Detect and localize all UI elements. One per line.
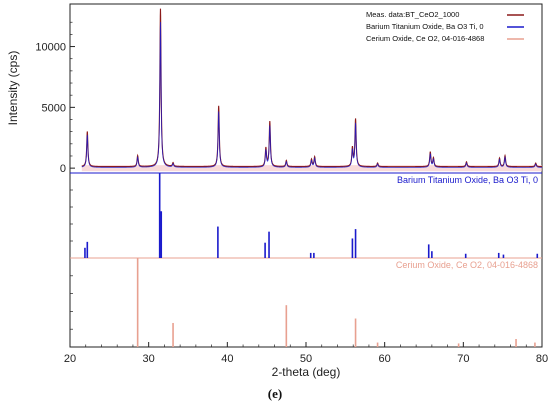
y-tick-label: 5000	[42, 102, 66, 114]
cerium-oxide-pattern	[136, 258, 536, 347]
legend-label-cerium-oxide: Cerium Oxide, Ce O2, 04-016-4868	[366, 34, 484, 43]
y-axis-title: Intensity (cps)	[6, 51, 20, 126]
y-tick-label: 10000	[35, 42, 66, 54]
y-tick-label: 0	[60, 163, 66, 175]
panel-label-cerium-oxide: Cerium Oxide, Ce O2, 04-016-4868	[396, 260, 538, 270]
x-tick-label: 70	[457, 353, 469, 365]
barium-titanium-oxide-pattern	[84, 173, 539, 258]
x-axis-ticks: 20 30 40 50 60 70 80	[64, 342, 548, 365]
x-tick-label: 50	[300, 353, 312, 365]
legend: Meas. data:BT_CeO2_1000 Barium Titanium …	[366, 10, 524, 43]
measured-series-line	[81, 8, 542, 168]
x-tick-label: 80	[536, 353, 548, 365]
fit-series-line	[81, 21, 543, 168]
reference-panel-ticks	[70, 189, 73, 330]
y-axis-ticks: 0 5000 10000	[35, 21, 75, 175]
x-tick-label: 60	[379, 353, 391, 365]
measured-pattern	[81, 8, 543, 168]
measured-noise-band	[81, 165, 543, 172]
measured-baseline	[81, 165, 543, 172]
figure-caption: (e)	[267, 386, 283, 401]
x-tick-label: 20	[64, 353, 76, 365]
x-tick-label: 30	[143, 353, 155, 365]
x-axis-title: 2-theta (deg)	[272, 365, 341, 379]
x-tick-label: 40	[221, 353, 233, 365]
legend-label-measured: Meas. data:BT_CeO2_1000	[366, 10, 459, 19]
legend-label-barium-titanium-oxide: Barium Titanium Oxide, Ba O3 Ti, 0	[366, 22, 484, 31]
panel-label-barium-titanium-oxide: Barium Titanium Oxide, Ba O3 Ti, 0	[397, 175, 538, 185]
